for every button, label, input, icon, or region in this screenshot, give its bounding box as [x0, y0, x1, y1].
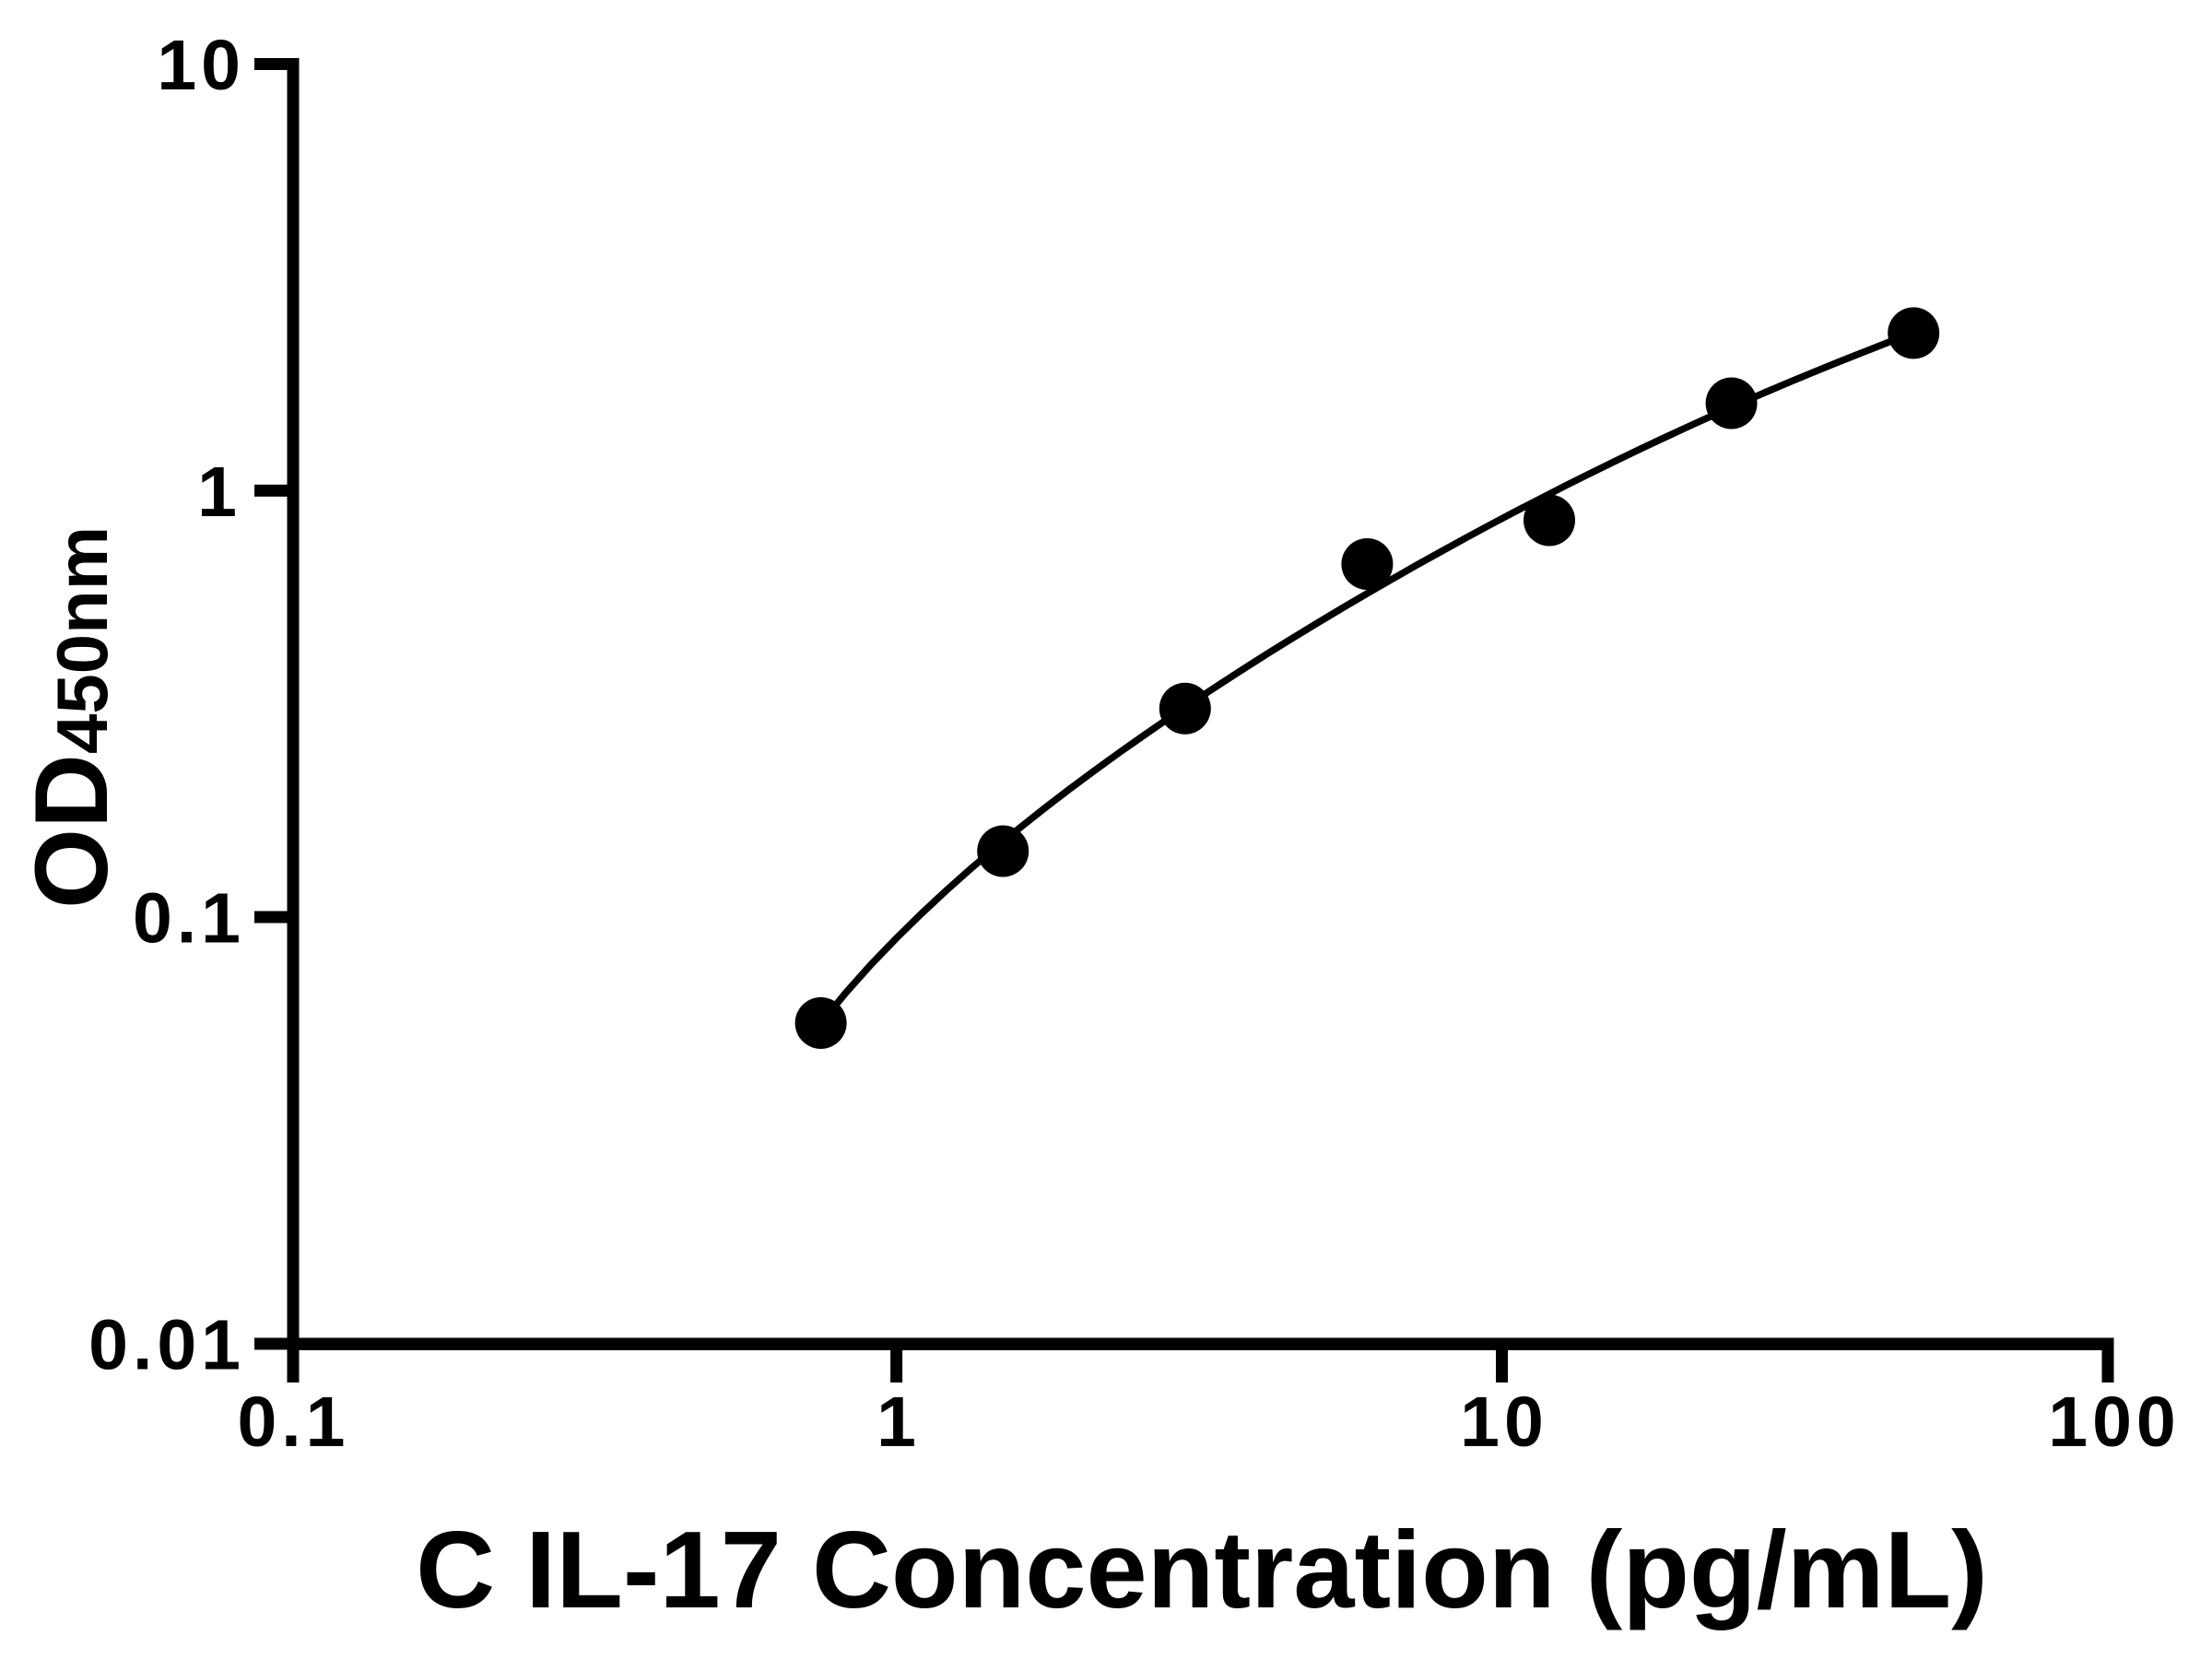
- svg-text:C IL-17 Concentration (pg/mL): C IL-17 Concentration (pg/mL): [416, 1509, 1988, 1631]
- svg-text:1: 1: [197, 453, 237, 532]
- svg-text:100: 100: [2048, 1382, 2180, 1462]
- svg-text:10: 10: [157, 26, 245, 105]
- svg-text:1: 1: [877, 1382, 916, 1462]
- svg-text:10: 10: [1460, 1382, 1548, 1462]
- svg-text:0.1: 0.1: [133, 879, 245, 959]
- svg-text:0.1: 0.1: [237, 1382, 349, 1462]
- svg-text:0.01: 0.01: [88, 1306, 245, 1385]
